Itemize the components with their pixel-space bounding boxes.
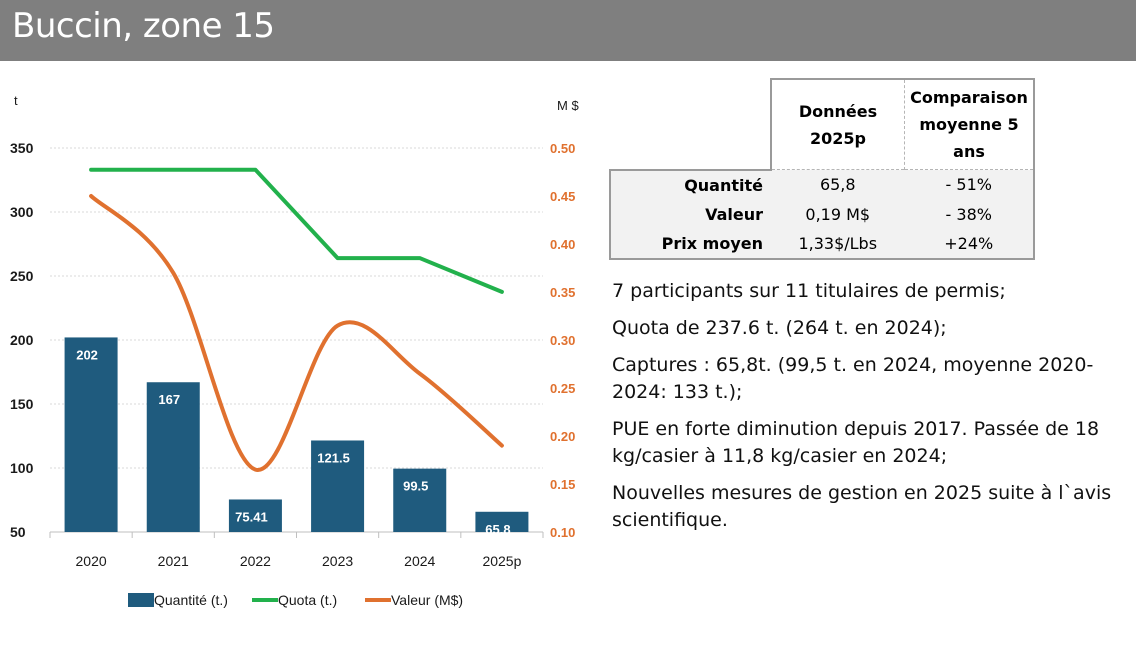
x-axis-tick: 2023 bbox=[322, 553, 353, 569]
note-captures: Captures : 65,8t. (99,5 t. en 2024, moye… bbox=[612, 354, 1094, 403]
right-axis-tick: 0.15 bbox=[550, 477, 575, 492]
right-axis-unit: M $ bbox=[557, 98, 579, 113]
valeur-line bbox=[89, 194, 504, 472]
table-header-comparison: Comparaison moyenne 5 ans bbox=[904, 78, 1035, 170]
table-row: Quantité 65,8 - 51% bbox=[609, 168, 1035, 200]
right-axis-tick: 0.50 bbox=[550, 141, 575, 156]
x-axis-tick: 2022 bbox=[240, 553, 271, 569]
note-participants: 7 participants sur 11 titulaires de perm… bbox=[612, 280, 1006, 302]
legend-quota-label: Quota (t.) bbox=[278, 592, 337, 608]
left-axis-tick: 350 bbox=[10, 140, 34, 156]
row-comparison: - 38% bbox=[904, 199, 1035, 229]
note-pue: PUE en forte diminution depuis 2017. Pas… bbox=[612, 418, 1100, 467]
x-axis-tick: 2021 bbox=[158, 553, 189, 569]
note-quota: Quota de 237.6 t. (264 t. en 2024); bbox=[612, 317, 947, 339]
legend-quantite-swatch bbox=[128, 593, 154, 607]
bar bbox=[228, 499, 282, 532]
x-axis-tick: 2024 bbox=[404, 553, 435, 569]
x-axis-tick: 2025p bbox=[482, 553, 521, 569]
row-label: Quantité bbox=[609, 168, 771, 200]
row-value: 1,33$/Lbs bbox=[771, 228, 905, 260]
bar-label: 75.41 bbox=[235, 509, 268, 524]
bar-label: 202 bbox=[76, 347, 98, 362]
right-axis-tick: 0.10 bbox=[550, 525, 575, 540]
left-axis-tick: 150 bbox=[10, 396, 34, 412]
right-axis-tick: 0.45 bbox=[550, 189, 575, 204]
bar bbox=[64, 337, 118, 532]
right-axis-tick: 0.40 bbox=[550, 237, 575, 252]
bar bbox=[475, 511, 529, 532]
legend-quantite-label: Quantité (t.) bbox=[154, 592, 228, 608]
right-axis-tick: 0.30 bbox=[550, 333, 575, 348]
notes: 7 participants sur 11 titulaires de perm… bbox=[612, 278, 1134, 544]
left-axis-tick: 300 bbox=[10, 204, 34, 220]
table-row: Prix moyen 1,33$/Lbs +24% bbox=[609, 228, 1035, 260]
right-axis-tick: 0.35 bbox=[550, 285, 575, 300]
bar-label: 121.5 bbox=[317, 450, 350, 465]
left-axis-unit: t bbox=[14, 93, 18, 108]
bar bbox=[146, 382, 200, 532]
row-label: Valeur bbox=[609, 199, 771, 229]
table-header-data: Données 2025p bbox=[770, 78, 905, 170]
table-corner bbox=[610, 79, 771, 170]
legend-valeur-label: Valeur (M$) bbox=[391, 592, 463, 608]
left-axis-tick: 100 bbox=[10, 460, 34, 476]
left-axis-tick: 200 bbox=[10, 332, 34, 348]
row-label: Prix moyen bbox=[609, 228, 771, 260]
right-axis-tick: 0.20 bbox=[550, 429, 575, 444]
right-axis-tick: 0.25 bbox=[550, 381, 575, 396]
bar-label: 167 bbox=[158, 392, 180, 407]
note-management: Nouvelles mesures de gestion en 2025 sui… bbox=[612, 482, 1112, 531]
row-value: 65,8 bbox=[771, 169, 905, 200]
bar-label: 99.5 bbox=[403, 479, 428, 494]
table-row: Valeur 0,19 M$ - 38% bbox=[609, 199, 1035, 229]
bar-label: 65.8 bbox=[485, 522, 510, 537]
row-comparison: +24% bbox=[904, 228, 1035, 260]
chart: 350 300 250 200 150 100 50 0.50 0.45 0.40 0.35 0.30… bbox=[10, 93, 579, 608]
row-comparison: - 51% bbox=[904, 169, 1035, 200]
bar bbox=[311, 440, 365, 532]
left-axis-tick: 50 bbox=[10, 524, 26, 540]
page-title: Buccin, zone 15 bbox=[12, 6, 275, 46]
summary-table: Données 2025p Comparaison moyenne 5 ans … bbox=[609, 78, 1035, 260]
bar bbox=[393, 468, 447, 532]
row-value: 0,19 M$ bbox=[771, 199, 905, 229]
left-axis-tick: 250 bbox=[10, 268, 34, 284]
x-axis-tick: 2020 bbox=[76, 553, 107, 569]
quota-line bbox=[89, 167, 504, 294]
title-bar: Buccin, zone 15 bbox=[0, 0, 1136, 61]
